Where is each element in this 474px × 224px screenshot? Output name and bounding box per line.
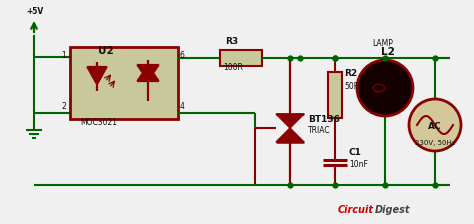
Text: 1: 1 [61, 51, 66, 60]
Text: LAMP: LAMP [372, 39, 393, 48]
Circle shape [357, 60, 413, 116]
Text: 2: 2 [61, 102, 66, 111]
Text: Circuit: Circuit [338, 205, 374, 215]
Text: AC: AC [428, 122, 442, 131]
Bar [220, 50, 262, 66]
Polygon shape [276, 114, 304, 128]
Text: L2: L2 [381, 47, 395, 57]
Text: +5V: +5V [26, 7, 43, 16]
Text: 230V, 50Hz: 230V, 50Hz [415, 140, 456, 146]
Text: U2: U2 [98, 46, 114, 56]
Text: 100R: 100R [223, 63, 243, 72]
Text: 6: 6 [180, 51, 185, 60]
Polygon shape [276, 128, 304, 142]
Text: Digest: Digest [375, 205, 410, 215]
Bar [328, 72, 342, 118]
Text: R2: R2 [344, 69, 357, 78]
Polygon shape [137, 65, 159, 81]
Text: BT136: BT136 [308, 115, 340, 124]
Polygon shape [87, 67, 107, 85]
Bar [70, 47, 178, 119]
Text: 10nF: 10nF [349, 160, 368, 169]
Text: 50R: 50R [344, 82, 359, 91]
Polygon shape [137, 65, 159, 81]
Text: R3: R3 [225, 37, 238, 46]
Text: C1: C1 [349, 148, 362, 157]
Text: MOC3021: MOC3021 [80, 118, 117, 127]
Text: TRIAC: TRIAC [308, 126, 331, 135]
Text: 4: 4 [180, 102, 185, 111]
Circle shape [409, 99, 461, 151]
